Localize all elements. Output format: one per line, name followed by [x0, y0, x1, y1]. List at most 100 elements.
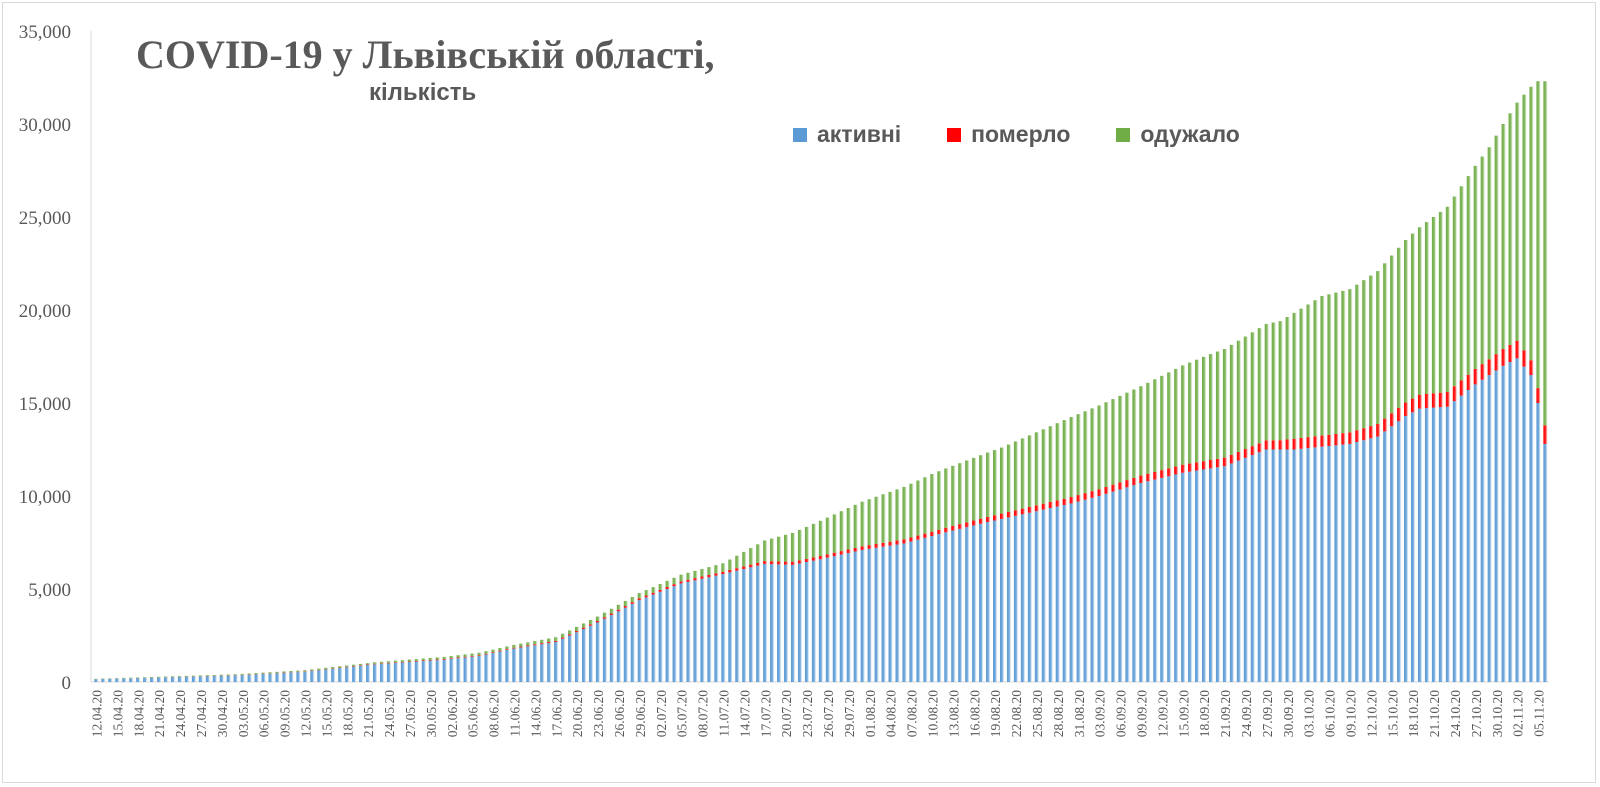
x-tick-label: 23.06.20	[591, 690, 606, 738]
bar-segment-recovered	[1278, 321, 1283, 441]
bar-segment-deaths	[470, 655, 475, 657]
bar-segment-active	[1055, 506, 1061, 682]
bar-segment-recovered	[679, 574, 684, 582]
bar-segment-recovered	[352, 664, 357, 667]
bar-segment-active	[1320, 446, 1325, 682]
bar-segment-recovered	[1020, 438, 1026, 509]
bar-segment-active	[407, 662, 413, 682]
bar-segment-deaths	[1494, 354, 1499, 371]
bar-segment-deaths	[1250, 446, 1256, 456]
bar-segment-deaths	[749, 564, 754, 568]
bar-segment-active	[693, 580, 698, 682]
bar-segment-recovered	[979, 455, 984, 519]
bar-segment-recovered	[888, 491, 893, 542]
bar-segment-recovered	[143, 677, 148, 678]
bar-segment-active	[115, 678, 120, 682]
bar-segment-deaths	[1369, 426, 1374, 439]
x-tick-label: 25.08.20	[1030, 690, 1045, 738]
bar-segment-recovered	[1431, 217, 1437, 394]
x-tick-label: 03.09.20	[1093, 690, 1108, 738]
bar-segment-recovered	[1264, 323, 1270, 441]
bar-segment-deaths	[860, 546, 865, 550]
bar-segment-recovered	[595, 616, 601, 622]
bar-segment-deaths	[540, 643, 545, 645]
bar-segment-recovered	[1062, 420, 1067, 499]
bar-segment-recovered	[568, 630, 573, 635]
bar-segment-deaths	[804, 558, 810, 563]
x-tick-label: 20.06.20	[570, 690, 585, 738]
x-tick-label: 18.04.20	[131, 690, 146, 738]
bar-segment-recovered	[714, 565, 719, 574]
bar-segment-recovered	[770, 538, 775, 562]
bar-segment-active	[261, 674, 266, 682]
bar-segment-active	[463, 657, 468, 682]
bar-segment-active	[1543, 443, 1548, 682]
bar-segment-recovered	[797, 529, 803, 561]
bar-segment-deaths	[435, 659, 440, 661]
bar-segment-active	[965, 527, 970, 682]
bar-segment-recovered	[728, 559, 733, 570]
bar-segment-recovered	[1139, 386, 1144, 476]
bar-segment-deaths	[366, 664, 371, 666]
bar-segment-deaths	[414, 660, 420, 662]
bar-segment-active	[999, 518, 1005, 682]
bar-segment-active	[526, 646, 531, 682]
bar-segment-deaths	[637, 598, 643, 601]
bar-segment-active	[414, 661, 420, 682]
bar-segment-recovered	[198, 675, 204, 677]
bar-segment-active	[1313, 447, 1318, 682]
bar-segment-active	[345, 667, 350, 682]
bar-segment-recovered	[1424, 222, 1430, 394]
bar-segment-recovered	[136, 677, 141, 678]
bar-segment-recovered	[672, 577, 677, 585]
bar-segment-deaths	[707, 574, 712, 578]
bar-segment-active	[519, 647, 524, 682]
bar-segment-active	[902, 543, 907, 682]
bar-segment-active	[916, 539, 921, 682]
bar-segment-recovered	[540, 639, 545, 644]
bar-segment-recovered	[498, 648, 503, 651]
bar-segment-recovered	[1006, 444, 1012, 512]
bar-segment-recovered	[519, 643, 524, 647]
x-tick-label: 06.09.20	[1114, 690, 1129, 738]
bar-segment-deaths	[372, 663, 378, 665]
bar-segment-active	[1383, 431, 1388, 682]
bar-segment-deaths	[1292, 438, 1297, 450]
bar-segment-active	[665, 589, 670, 682]
x-tick-label: 21.05.20	[361, 690, 376, 738]
bar-segment-recovered	[1069, 417, 1074, 498]
bar-segment-recovered	[860, 501, 865, 547]
bar-segment-active	[749, 567, 754, 682]
bar-segment-active	[1146, 481, 1151, 682]
bar-segment-active	[547, 643, 552, 682]
bar-segment-active	[324, 669, 329, 682]
bar-segment-recovered	[1104, 402, 1109, 487]
bar-segment-active	[1376, 436, 1381, 682]
bar-segment-deaths	[728, 569, 733, 573]
bar-segment-recovered	[616, 604, 622, 610]
x-tick-label: 07.08.20	[905, 690, 920, 738]
bar-segment-active	[874, 547, 879, 682]
bar-segment-recovered	[693, 570, 698, 579]
bar-segment-recovered	[1097, 405, 1102, 490]
bar-segment-recovered	[338, 666, 343, 668]
bar-segment-active	[930, 535, 935, 682]
bar-segment-active	[240, 675, 245, 682]
bar-segment-active	[1041, 509, 1047, 682]
bar-segment-active	[686, 581, 691, 682]
bar-segment-recovered	[1362, 280, 1367, 429]
bar-segment-deaths	[1480, 364, 1485, 380]
bar-segment-deaths	[742, 566, 747, 569]
bar-segment-recovered	[393, 660, 399, 663]
bar-segment-recovered	[400, 660, 406, 662]
bar-segment-deaths	[1320, 435, 1325, 447]
bar-segment-recovered	[902, 486, 907, 540]
bar-segment-recovered	[707, 567, 712, 575]
bar-segment-active	[860, 549, 865, 682]
bar-segment-deaths	[1431, 393, 1437, 408]
bar-segment-deaths	[1313, 436, 1318, 448]
bar-segment-active	[790, 564, 796, 682]
bar-segment-active	[1522, 366, 1527, 682]
bar-segment-deaths	[735, 568, 740, 571]
bar-segment-active	[1034, 511, 1040, 682]
